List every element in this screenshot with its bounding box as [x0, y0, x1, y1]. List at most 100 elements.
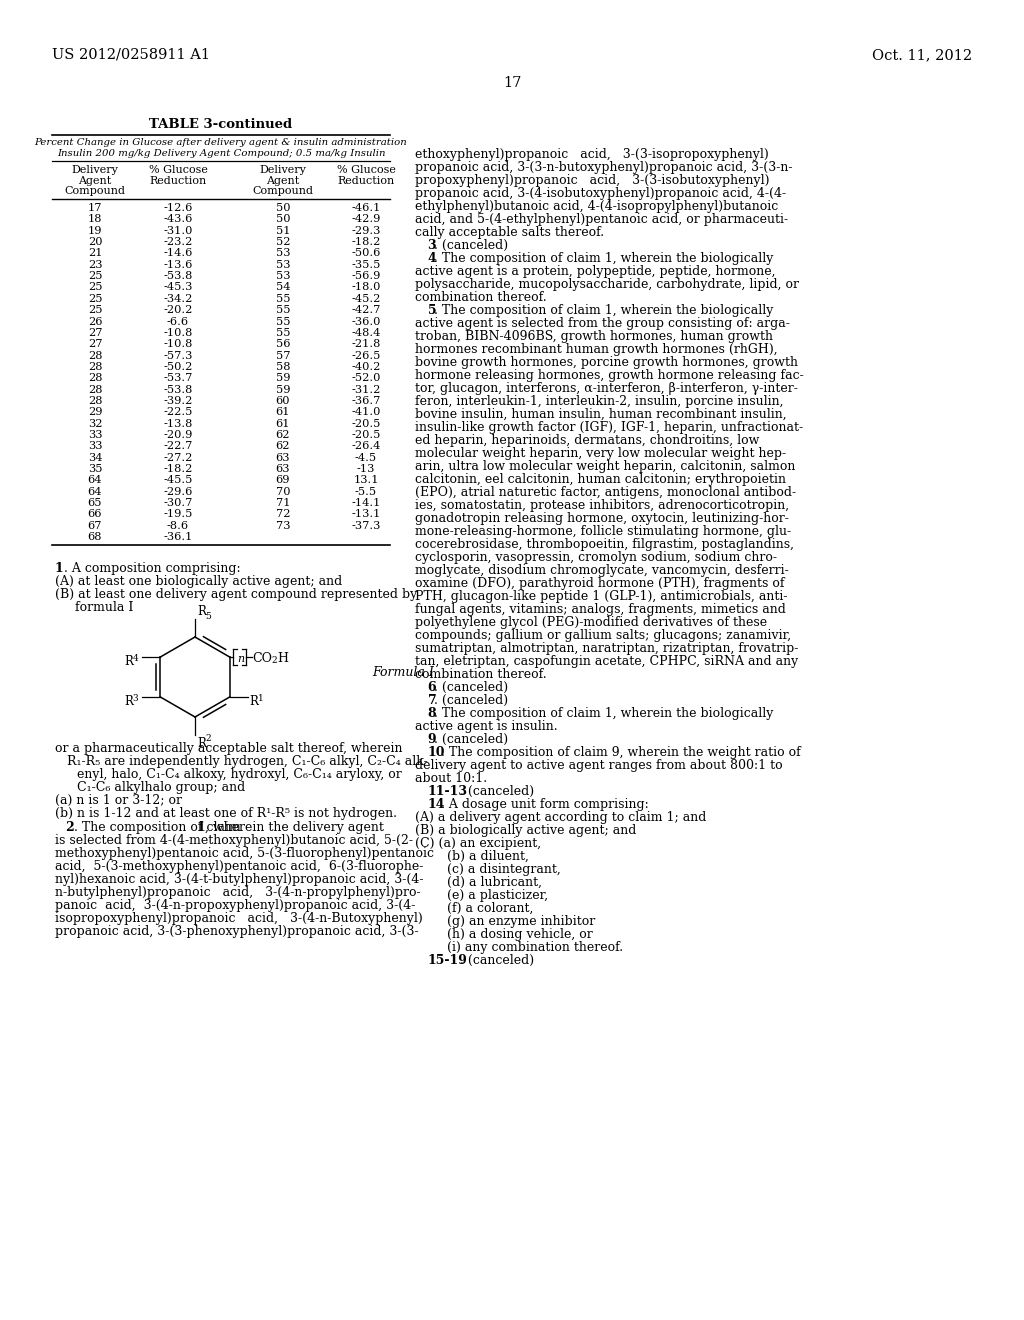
- Text: 55: 55: [275, 294, 290, 304]
- Text: -20.9: -20.9: [163, 430, 193, 440]
- Text: R: R: [124, 655, 133, 668]
- Text: cally acceptable salts thereof.: cally acceptable salts thereof.: [415, 226, 604, 239]
- Text: methoxyphenyl)pentanoic acid, 5-(3-fluorophenyl)pentanoic: methoxyphenyl)pentanoic acid, 5-(3-fluor…: [55, 847, 434, 861]
- Text: 69: 69: [275, 475, 290, 486]
- Text: -14.1: -14.1: [351, 498, 381, 508]
- Text: (a) n is 1 or 3-12; or: (a) n is 1 or 3-12; or: [55, 795, 182, 807]
- Text: . The composition of claim 1, wherein the biologically: . The composition of claim 1, wherein th…: [434, 708, 773, 719]
- Text: -52.0: -52.0: [351, 374, 381, 383]
- Text: . The composition of claim 1, wherein the biologically: . The composition of claim 1, wherein th…: [434, 304, 773, 317]
- Text: cyclosporin, vasopressin, cromolyn sodium, sodium chro-: cyclosporin, vasopressin, cromolyn sodiu…: [415, 550, 777, 564]
- Text: -48.4: -48.4: [351, 327, 381, 338]
- Text: 18: 18: [88, 214, 102, 224]
- Text: 25: 25: [88, 305, 102, 315]
- Text: -14.6: -14.6: [163, 248, 193, 259]
- Text: 10: 10: [428, 746, 445, 759]
- Text: -19.5: -19.5: [163, 510, 193, 520]
- Text: active agent is selected from the group consisting of: arga-: active agent is selected from the group …: [415, 317, 790, 330]
- Text: -22.7: -22.7: [163, 441, 193, 451]
- Text: % Glucose: % Glucose: [337, 165, 395, 176]
- Text: -13.6: -13.6: [163, 260, 193, 269]
- Text: troban, BIBN-4096BS, growth hormones, human growth: troban, BIBN-4096BS, growth hormones, hu…: [415, 330, 773, 343]
- Text: acid, and 5-(4-ethylphenyl)pentanoic acid, or pharmaceuti-: acid, and 5-(4-ethylphenyl)pentanoic aci…: [415, 213, 788, 226]
- Text: -53.7: -53.7: [163, 374, 193, 383]
- Text: . (canceled): . (canceled): [460, 954, 535, 968]
- Text: hormones recombinant human growth hormones (rhGH),: hormones recombinant human growth hormon…: [415, 343, 777, 356]
- Text: ies, somatostatin, protease inhibitors, adrenocorticotropin,: ies, somatostatin, protease inhibitors, …: [415, 499, 790, 512]
- Text: . A dosage unit form comprising:: . A dosage unit form comprising:: [440, 799, 648, 810]
- Text: 28: 28: [88, 351, 102, 360]
- Text: 50: 50: [275, 214, 290, 224]
- Text: -18.2: -18.2: [163, 465, 193, 474]
- Text: bovine growth hormones, porcine growth hormones, growth: bovine growth hormones, porcine growth h…: [415, 356, 798, 370]
- Text: R: R: [250, 694, 258, 708]
- Text: 34: 34: [88, 453, 102, 463]
- Text: 72: 72: [275, 510, 290, 520]
- Text: 54: 54: [275, 282, 290, 293]
- Text: Compound: Compound: [253, 186, 313, 195]
- Text: Delivery: Delivery: [72, 165, 119, 176]
- Text: (C) (a) an excipient,: (C) (a) an excipient,: [415, 837, 541, 850]
- Text: -26.4: -26.4: [351, 441, 381, 451]
- Text: . The composition of claim 1, wherein the biologically: . The composition of claim 1, wherein th…: [434, 252, 773, 265]
- Text: tor, glucagon, interferons, α-interferon, β-interferon, γ-inter-: tor, glucagon, interferons, α-interferon…: [415, 381, 798, 395]
- Text: (g) an enzyme inhibitor: (g) an enzyme inhibitor: [415, 915, 595, 928]
- Text: Formula I: Formula I: [372, 665, 434, 678]
- Text: -53.8: -53.8: [163, 384, 193, 395]
- Text: 33: 33: [88, 430, 102, 440]
- Text: 3: 3: [428, 239, 436, 252]
- Text: -20.2: -20.2: [163, 305, 193, 315]
- Text: . The composition of claim 9, wherein the weight ratio of: . The composition of claim 9, wherein th…: [440, 746, 801, 759]
- Text: -31.0: -31.0: [163, 226, 193, 236]
- Text: Reduction: Reduction: [150, 176, 207, 186]
- Text: . (canceled): . (canceled): [434, 239, 508, 252]
- Text: 65: 65: [88, 498, 102, 508]
- Text: 25: 25: [88, 294, 102, 304]
- Text: (i) any combination thereof.: (i) any combination thereof.: [415, 941, 624, 954]
- Text: combination thereof.: combination thereof.: [415, 668, 547, 681]
- Text: 8: 8: [428, 708, 436, 719]
- Text: -42.7: -42.7: [351, 305, 381, 315]
- Text: 55: 55: [275, 305, 290, 315]
- Text: 67: 67: [88, 521, 102, 531]
- Text: 55: 55: [275, 317, 290, 326]
- Text: -21.8: -21.8: [351, 339, 381, 350]
- Text: 9: 9: [428, 733, 436, 746]
- Text: moglycate, disodium chromoglycate, vancomycin, desferri-: moglycate, disodium chromoglycate, vanco…: [415, 564, 788, 577]
- Text: about 10:1.: about 10:1.: [415, 772, 487, 785]
- Text: 61: 61: [275, 408, 290, 417]
- Text: ethylphenyl)butanoic acid, 4-(4-isopropylphenyl)butanoic: ethylphenyl)butanoic acid, 4-(4-isopropy…: [415, 201, 778, 213]
- Text: 28: 28: [88, 396, 102, 407]
- Text: -23.2: -23.2: [163, 238, 193, 247]
- Text: 64: 64: [88, 487, 102, 496]
- Text: Delivery: Delivery: [259, 165, 306, 176]
- Text: 51: 51: [275, 226, 290, 236]
- Text: -18.2: -18.2: [351, 238, 381, 247]
- Text: tan, eletriptan, caspofungin acetate, CPHPC, siRNA and any: tan, eletriptan, caspofungin acetate, CP…: [415, 655, 799, 668]
- Text: propoxyphenyl)propanoic   acid,   3-(3-isobutoxyphenyl): propoxyphenyl)propanoic acid, 3-(3-isobu…: [415, 174, 769, 187]
- Text: -29.6: -29.6: [163, 487, 193, 496]
- Text: is selected from 4-(4-methoxyphenyl)butanoic acid, 5-(2-: is selected from 4-(4-methoxyphenyl)buta…: [55, 834, 413, 847]
- Text: 1: 1: [55, 562, 63, 576]
- Text: compounds; gallium or gallium salts; glucagons; zanamivir,: compounds; gallium or gallium salts; glu…: [415, 630, 792, 642]
- Text: 1: 1: [258, 693, 263, 702]
- Text: 17: 17: [503, 77, 521, 90]
- Text: 35: 35: [88, 465, 102, 474]
- Text: molecular weight heparin, very low molecular weight hep-: molecular weight heparin, very low molec…: [415, 447, 786, 459]
- Text: -8.6: -8.6: [167, 521, 189, 531]
- Text: -36.1: -36.1: [163, 532, 193, 543]
- Text: 23: 23: [88, 260, 102, 269]
- Text: 53: 53: [275, 271, 290, 281]
- Text: -4.5: -4.5: [355, 453, 377, 463]
- Text: (d) a lubricant,: (d) a lubricant,: [415, 876, 542, 888]
- Text: -20.5: -20.5: [351, 418, 381, 429]
- Text: -13.1: -13.1: [351, 510, 381, 520]
- Text: 63: 63: [275, 453, 290, 463]
- Text: -26.5: -26.5: [351, 351, 381, 360]
- Text: . (canceled): . (canceled): [460, 785, 535, 799]
- Text: 15-19: 15-19: [428, 954, 468, 968]
- Text: 20: 20: [88, 238, 102, 247]
- Text: PTH, glucagon-like peptide 1 (GLP-1), antimicrobials, anti-: PTH, glucagon-like peptide 1 (GLP-1), an…: [415, 590, 787, 603]
- Text: 19: 19: [88, 226, 102, 236]
- Text: 25: 25: [88, 271, 102, 281]
